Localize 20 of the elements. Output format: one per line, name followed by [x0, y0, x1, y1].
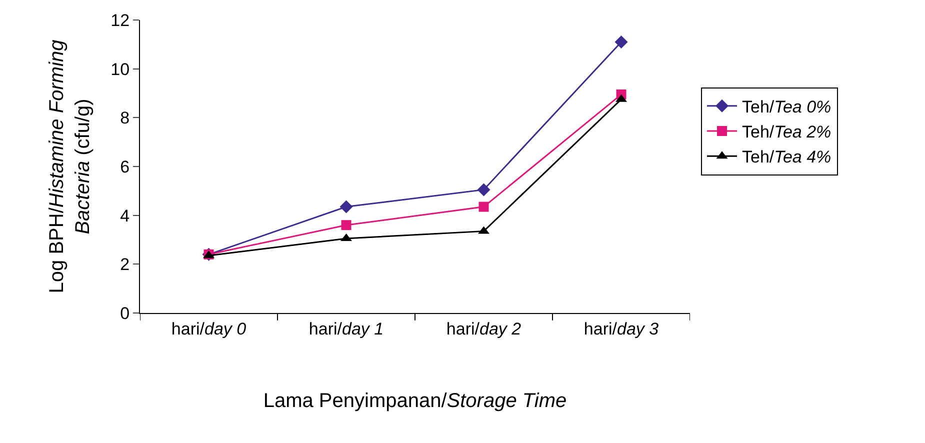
point	[341, 220, 352, 230]
y-tick-label: 10	[110, 60, 130, 79]
y-tick-label: 12	[110, 10, 130, 30]
legend-label: Teh/Tea 4%	[742, 148, 832, 167]
point	[477, 183, 490, 196]
x-axis-title: Lama Penyimpanan/Storage Time	[263, 390, 567, 412]
x-tick-label: hari/day 3	[584, 319, 660, 338]
y-tick-label: 6	[120, 157, 130, 176]
point	[614, 35, 628, 48]
x-tick-label: hari/day 1	[308, 319, 384, 338]
point	[340, 200, 353, 214]
legend-label: Teh/Tea 0%	[742, 98, 832, 117]
y-tick-label: 2	[120, 255, 130, 274]
y-tick-label: 4	[120, 206, 130, 226]
y-tick-label: 8	[120, 108, 130, 128]
y-tick-label: 0	[120, 304, 130, 323]
x-tick-label: hari/day 0	[171, 319, 247, 338]
x-tick-label: hari/day 2	[446, 319, 522, 338]
legend-label: Teh/Tea 2%	[742, 122, 832, 142]
point	[478, 202, 489, 212]
